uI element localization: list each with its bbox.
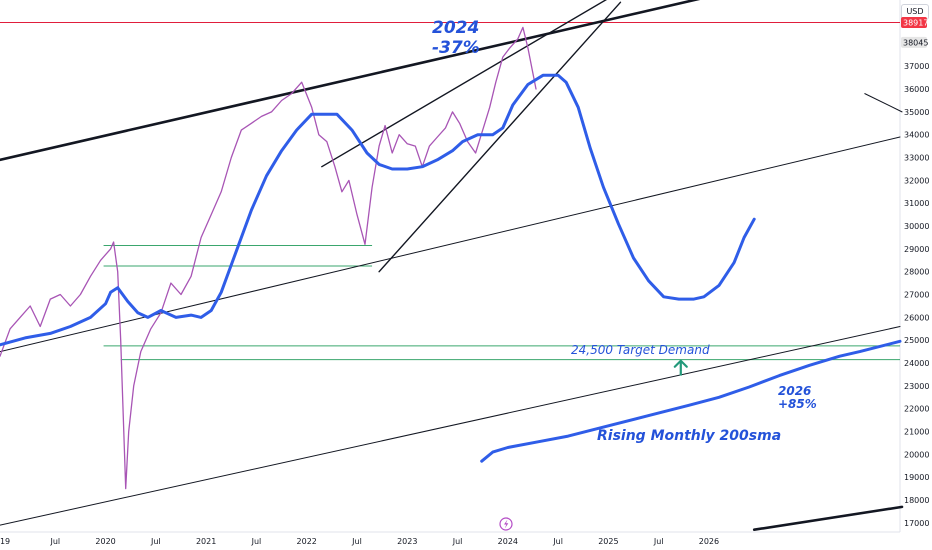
price-tick-label: 30000 [904,222,929,231]
time-axis-ticks: 19 Jul 2020 Jul 2021 Jul 2022 Jul 2023 Jul 2024 Jul… [0,537,719,546]
price-axis-ticks: 17000 18000 19000 20000 21000 22000 23000 24000… [904,62,929,528]
time-tick-label: 2023 [397,537,417,546]
time-tick-label: 19 [0,537,10,546]
trendline-0 [0,0,701,162]
annotation-gain-2026: +85% [778,397,817,411]
trendline-2 [378,1,622,273]
price-tick-label: 35000 [904,108,929,117]
horizontal-levels [0,21,900,361]
time-tick-label: Jul [351,537,362,546]
time-tick-label: 2022 [297,537,317,546]
price-tick-label: 21000 [904,428,929,437]
price-tick-label: 28000 [904,268,929,277]
price-tag-box [901,16,927,28]
annotation-target-demand: 24,500 Target Demand [571,343,710,357]
annotation-year-2026: 2026 [778,384,811,398]
time-tick-label: 2021 [196,537,216,546]
price-tick-label: 26000 [904,313,929,322]
price-tick-label: 32000 [904,176,929,185]
price-tick-label: 27000 [904,291,929,300]
annotation-rising-sma: Rising Monthly 200sma [597,428,781,444]
annotation-drop-2024: -37% [432,38,480,58]
price-tick-label: 19000 [904,473,929,482]
price-series-line [0,26,537,490]
price-tick-label: 34000 [904,131,929,140]
price-tick-label: 29000 [904,245,929,254]
trendline-5 [864,93,903,113]
time-tick-label: 2024 [498,537,518,546]
price-tags: 38917 38045 [901,16,928,48]
price-tick-label: 18000 [904,496,929,505]
time-tick-label: Jul [49,537,60,546]
price-tick-label: 36000 [904,85,929,94]
time-tick-label: 2026 [699,537,719,546]
up-arrow-icon [673,359,688,368]
price-tag-box [901,36,927,48]
lightning-icon[interactable] [499,517,513,531]
trendline-1 [321,0,608,168]
time-tick-label: Jul [653,537,664,546]
price-tick-label: 37000 [904,62,929,71]
price-tag-label: 38045 [903,38,928,47]
price-tick-label: 23000 [904,382,929,391]
sma-200-series-line [480,339,902,463]
trendlines [0,0,904,532]
price-tick-label: 31000 [904,199,929,208]
time-tick-label: Jul [552,537,563,546]
trendline-3 [0,136,901,353]
price-tick-label: 24000 [904,359,929,368]
price-tick-label: 25000 [904,336,929,345]
price-tick-label: 17000 [904,519,929,528]
trendline-6 [752,505,904,532]
time-tick-label: 2025 [598,537,618,546]
price-tag-label: 38917 [903,18,928,27]
price-tick-label: 20000 [904,450,929,459]
time-tick-label: Jul [150,537,161,546]
annotation-year-2024: 2024 [432,18,479,38]
trendline-4 [0,326,901,526]
price-series [0,26,902,490]
price-tick-label: 33000 [904,154,929,163]
time-tick-label: 2020 [95,537,115,546]
projection-series-line [0,73,756,347]
time-tick-label: Jul [452,537,463,546]
price-tick-label: 22000 [904,405,929,414]
time-tick-label: Jul [251,537,262,546]
